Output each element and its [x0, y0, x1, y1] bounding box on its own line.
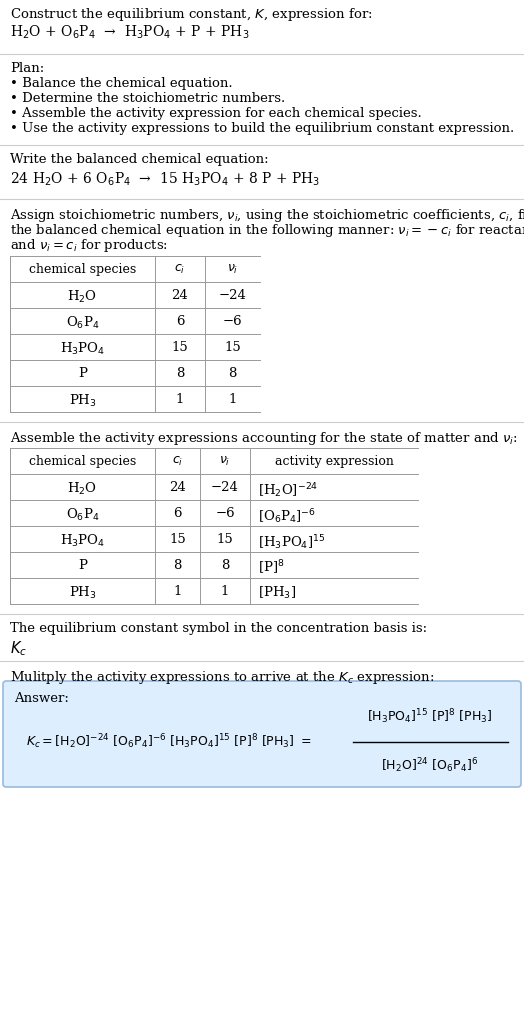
- Text: Answer:: Answer:: [14, 692, 69, 704]
- Text: $K_c$: $K_c$: [10, 639, 27, 658]
- Text: chemical species: chemical species: [29, 455, 136, 468]
- Text: H$_2$O: H$_2$O: [68, 481, 97, 497]
- Text: $[\mathrm{H_3PO_4}]^{15}\ [\mathrm{P}]^8\ [\mathrm{PH_3}]$: $[\mathrm{H_3PO_4}]^{15}\ [\mathrm{P}]^8…: [367, 708, 493, 726]
- Text: H$_3$PO$_4$: H$_3$PO$_4$: [60, 341, 105, 357]
- Text: [P]$^8$: [P]$^8$: [258, 560, 285, 577]
- Text: 1: 1: [176, 393, 184, 406]
- Text: 1: 1: [173, 585, 182, 598]
- Text: H$_3$PO$_4$: H$_3$PO$_4$: [60, 533, 105, 549]
- Text: $\nu_i$: $\nu_i$: [227, 263, 238, 276]
- Text: • Determine the stoichiometric numbers.: • Determine the stoichiometric numbers.: [10, 92, 285, 105]
- Text: Assign stoichiometric numbers, $\nu_i$, using the stoichiometric coefficients, $: Assign stoichiometric numbers, $\nu_i$, …: [10, 207, 524, 224]
- Text: $c_i$: $c_i$: [172, 455, 183, 468]
- Text: 15: 15: [169, 533, 186, 546]
- FancyBboxPatch shape: [3, 681, 521, 787]
- Text: 24 H$_2$O + 6 O$_6$P$_4$  →  15 H$_3$PO$_4$ + 8 P + PH$_3$: 24 H$_2$O + 6 O$_6$P$_4$ → 15 H$_3$PO$_4…: [10, 171, 320, 189]
- Text: PH$_3$: PH$_3$: [69, 393, 96, 409]
- Text: [O$_6$P$_4$]$^{-6}$: [O$_6$P$_4$]$^{-6}$: [258, 507, 316, 526]
- Text: 8: 8: [176, 367, 184, 380]
- Text: 8: 8: [221, 560, 229, 572]
- Text: P: P: [78, 367, 87, 380]
- Text: Assemble the activity expressions accounting for the state of matter and $\nu_i$: Assemble the activity expressions accoun…: [10, 430, 518, 447]
- Text: $c_i$: $c_i$: [174, 263, 185, 276]
- Text: 15: 15: [216, 533, 233, 546]
- Text: $K_c = [\mathrm{H_2O}]^{-24}\ [\mathrm{O_6P_4}]^{-6}\ [\mathrm{H_3PO_4}]^{15}\ [: $K_c = [\mathrm{H_2O}]^{-24}\ [\mathrm{O…: [26, 733, 311, 751]
- Text: 8: 8: [173, 560, 182, 572]
- Text: −24: −24: [219, 289, 246, 302]
- Text: 15: 15: [172, 341, 188, 354]
- Text: the balanced chemical equation in the following manner: $\nu_i = -c_i$ for react: the balanced chemical equation in the fo…: [10, 222, 524, 239]
- Text: −6: −6: [215, 507, 235, 520]
- Text: activity expression: activity expression: [275, 455, 394, 468]
- Text: Write the balanced chemical equation:: Write the balanced chemical equation:: [10, 153, 269, 166]
- Text: −6: −6: [223, 315, 242, 328]
- Text: [H$_3$PO$_4$]$^{15}$: [H$_3$PO$_4$]$^{15}$: [258, 533, 325, 551]
- Text: chemical species: chemical species: [29, 263, 136, 276]
- Text: P: P: [78, 560, 87, 572]
- Text: 24: 24: [172, 289, 188, 302]
- Text: • Assemble the activity expression for each chemical species.: • Assemble the activity expression for e…: [10, 107, 422, 120]
- Text: [PH$_3$]: [PH$_3$]: [258, 585, 296, 601]
- Text: 1: 1: [228, 393, 237, 406]
- Text: H$_2$O: H$_2$O: [68, 289, 97, 305]
- Text: −24: −24: [211, 481, 239, 494]
- Text: The equilibrium constant symbol in the concentration basis is:: The equilibrium constant symbol in the c…: [10, 622, 427, 635]
- Text: Mulitply the activity expressions to arrive at the $K_c$ expression:: Mulitply the activity expressions to arr…: [10, 669, 434, 686]
- Text: 6: 6: [173, 507, 182, 520]
- Text: Plan:: Plan:: [10, 62, 44, 75]
- Text: [H$_2$O]$^{-24}$: [H$_2$O]$^{-24}$: [258, 481, 318, 499]
- Text: 24: 24: [169, 481, 186, 494]
- Text: • Use the activity expressions to build the equilibrium constant expression.: • Use the activity expressions to build …: [10, 121, 514, 135]
- Text: O$_6$P$_4$: O$_6$P$_4$: [66, 507, 100, 523]
- Text: $[\mathrm{H_2O}]^{24}\ [\mathrm{O_6P_4}]^6$: $[\mathrm{H_2O}]^{24}\ [\mathrm{O_6P_4}]…: [381, 756, 478, 775]
- Text: $\nu_i$: $\nu_i$: [220, 455, 231, 468]
- Text: 15: 15: [224, 341, 241, 354]
- Text: O$_6$P$_4$: O$_6$P$_4$: [66, 315, 100, 331]
- Text: 8: 8: [228, 367, 237, 380]
- Text: and $\nu_i = c_i$ for products:: and $\nu_i = c_i$ for products:: [10, 237, 168, 254]
- Text: 1: 1: [221, 585, 229, 598]
- Text: • Balance the chemical equation.: • Balance the chemical equation.: [10, 77, 233, 90]
- Text: H$_2$O + O$_6$P$_4$  →  H$_3$PO$_4$ + P + PH$_3$: H$_2$O + O$_6$P$_4$ → H$_3$PO$_4$ + P + …: [10, 25, 249, 42]
- Text: Construct the equilibrium constant, $K$, expression for:: Construct the equilibrium constant, $K$,…: [10, 6, 373, 23]
- Text: PH$_3$: PH$_3$: [69, 585, 96, 601]
- Text: 6: 6: [176, 315, 184, 328]
